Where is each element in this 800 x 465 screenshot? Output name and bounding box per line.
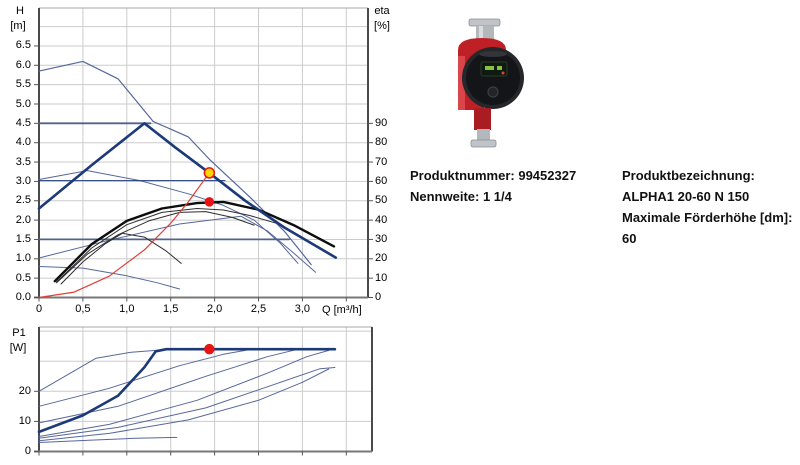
y-tick-label: 4.5 bbox=[15, 116, 31, 129]
eta-tick-label: 10 bbox=[375, 271, 388, 284]
eta-curve-max bbox=[53, 200, 336, 283]
product-image bbox=[430, 16, 536, 158]
eta-curve-1 bbox=[60, 232, 182, 285]
p1-curve-2 bbox=[38, 348, 252, 407]
max-head-value: 60 bbox=[622, 231, 637, 246]
y-tick-label: 4.0 bbox=[15, 136, 31, 149]
y-tick-label: 3.0 bbox=[15, 174, 31, 187]
y-tick-label: 10 bbox=[18, 414, 31, 427]
x-tick-label: 2,5 bbox=[250, 302, 267, 315]
eta-tick-label: 30 bbox=[375, 232, 388, 245]
q-axis-title: Q [m³/h] bbox=[322, 304, 362, 316]
h-axis-title: H bbox=[16, 5, 24, 17]
p1-axis-unit: [W] bbox=[9, 342, 27, 354]
eta-axis-unit: [%] bbox=[374, 20, 390, 32]
power-chart bbox=[34, 326, 373, 456]
x-tick-label: 1,5 bbox=[163, 302, 179, 315]
p1-curve-4 bbox=[38, 349, 330, 437]
y-tick-label: 2.0 bbox=[15, 213, 31, 226]
duty-point-qh bbox=[203, 167, 216, 179]
h-axis-unit: [m] bbox=[10, 20, 26, 32]
y-tick-label: 2.5 bbox=[15, 194, 31, 207]
x-tick-label: 0 bbox=[35, 302, 43, 315]
p1-curve-1 bbox=[38, 348, 172, 392]
eta-tick-label: 60 bbox=[375, 174, 388, 187]
eta-tick-label: 80 bbox=[375, 136, 388, 149]
eta-tick-label: 50 bbox=[375, 194, 388, 207]
pump-bottom-pipe bbox=[477, 129, 490, 141]
y-tick-label: 0.5 bbox=[15, 271, 31, 284]
x-tick-label: 3,0 bbox=[294, 302, 311, 315]
product-number: Produktnummer: 99452327 bbox=[410, 168, 577, 183]
y-tick-label: 3.5 bbox=[15, 155, 31, 168]
x-tick-label: 2,0 bbox=[206, 302, 223, 315]
y-tick-label: 5.5 bbox=[15, 78, 31, 91]
product-designation-label: Produktbezeichnung: bbox=[622, 168, 755, 183]
pump-bottom-flange bbox=[470, 139, 497, 148]
max-head-label: Maximale Förderhöhe [dm]: bbox=[622, 210, 793, 225]
eta-axis-title: eta bbox=[374, 5, 390, 17]
eta-curve-3 bbox=[56, 211, 255, 284]
x-tick-label: 1,0 bbox=[119, 302, 135, 315]
duty-point-p1 bbox=[204, 343, 215, 355]
product-info-right: Produktbezeichnung: ALPHA1 20-60 N 150 M… bbox=[622, 165, 800, 249]
p1-axis-title: P1 bbox=[12, 327, 26, 339]
y-tick-label: 0.0 bbox=[15, 291, 31, 303]
y-tick-label: 0 bbox=[24, 445, 31, 457]
pump-lower-housing bbox=[474, 108, 491, 130]
pump-photo-graphic bbox=[430, 16, 536, 158]
p1-curve-3 bbox=[38, 348, 299, 424]
product-designation-value: ALPHA1 20-60 N 150 bbox=[622, 189, 750, 204]
p1-curve-7 bbox=[38, 436, 178, 443]
y-tick-label: 6.5 bbox=[15, 39, 31, 52]
p1-curve-6 bbox=[38, 368, 330, 442]
y-tick-label: 1.5 bbox=[15, 232, 31, 245]
pump-curve-selected bbox=[37, 122, 338, 259]
system-curve bbox=[38, 172, 210, 299]
p1-curve-selected bbox=[37, 347, 337, 434]
speed2-curve bbox=[38, 170, 299, 264]
duty-point-eta bbox=[204, 197, 215, 207]
y-tick-label: 6.0 bbox=[15, 58, 31, 71]
eta-tick-label: 40 bbox=[375, 213, 388, 226]
eta-tick-label: 90 bbox=[375, 116, 388, 129]
y-tick-label: 20 bbox=[18, 384, 31, 397]
eta-tick-label: 70 bbox=[375, 155, 388, 168]
eta-tick-label: 20 bbox=[375, 252, 388, 265]
product-nominal-width: Nennweite: 1 1/4 bbox=[410, 189, 512, 204]
product-info-left: Produktnummer: 99452327 Nennweite: 1 1/4 bbox=[410, 165, 615, 207]
eta-curve-2 bbox=[56, 208, 277, 283]
qh-eta-chart bbox=[34, 7, 373, 302]
pump-top-flange bbox=[468, 18, 501, 27]
y-tick-label: 5.0 bbox=[15, 97, 31, 110]
eta-tick-label: 0 bbox=[375, 291, 382, 303]
pump-button bbox=[487, 86, 499, 98]
x-tick-label: 0,5 bbox=[75, 302, 91, 315]
p1-curve-5 bbox=[38, 367, 336, 439]
y-tick-label: 1.0 bbox=[15, 252, 31, 265]
